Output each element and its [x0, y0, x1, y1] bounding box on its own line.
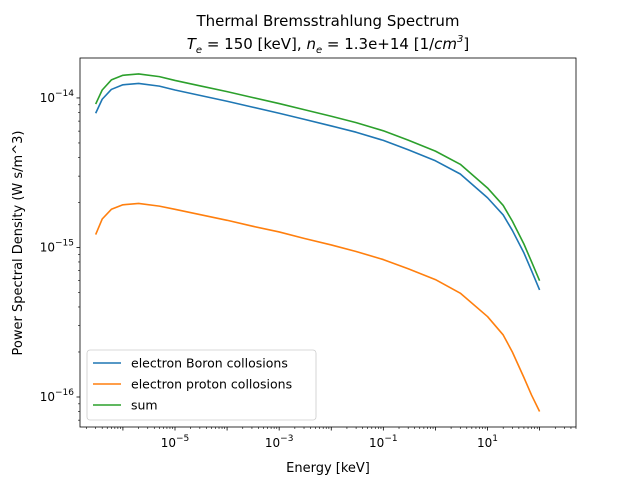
x-tick-label-base: 10: [369, 436, 384, 450]
x-tick-label: 10−3: [265, 434, 294, 450]
legend-label: sum: [131, 398, 158, 413]
legend: electron Boron collosions electron proton…: [86, 349, 317, 421]
series-line-1: [94, 202, 541, 412]
y-tick-label-base: 10: [40, 390, 55, 404]
y-tick-label-base: 10: [40, 240, 55, 254]
ne-value: = 1.3e+14 [1/: [322, 35, 435, 53]
legend-entry: electron proton collosions: [93, 377, 292, 392]
series-layer: [94, 73, 541, 412]
y-tick-label-base: 10: [40, 91, 55, 105]
x-tick-label-exponent: −3: [280, 434, 293, 444]
legend-label: electron Boron collosions: [131, 356, 288, 371]
ne-subscript: e: [316, 45, 322, 56]
x-tick-label: 101: [477, 434, 498, 450]
y-tick-label-exponent: −16: [55, 388, 74, 398]
chart-title: Thermal Bremsstrahlung Spectrum: [195, 12, 459, 30]
te-value: = 150 [keV],: [202, 35, 306, 53]
chart-subtitle: Te = 150 [keV], ne = 1.3e+14 [1/cm3]: [187, 34, 470, 56]
te-symbol: T: [187, 35, 198, 53]
x-tick-label: 10−1: [369, 434, 398, 450]
legend-entry: electron Boron collosions: [93, 356, 288, 371]
unit-exponent: 3: [457, 34, 463, 45]
x-axis-label: Energy [keV]: [286, 461, 370, 476]
unit-close: ]: [463, 35, 469, 53]
legend-frame: [86, 349, 317, 421]
legend-label: electron proton collosions: [131, 377, 292, 392]
y-tick-label: 10−16: [40, 388, 75, 404]
legend-entry: sum: [93, 398, 158, 413]
x-tick-label-exponent: −1: [384, 434, 397, 444]
y-tick-label: 10−14: [40, 89, 75, 105]
series-line-0: [94, 82, 541, 291]
x-tick-label-base: 10: [161, 436, 176, 450]
ne-symbol: n: [306, 35, 316, 53]
y-tick-label-exponent: −14: [55, 89, 74, 99]
legend-items: electron Boron collosions electron proton…: [93, 356, 292, 413]
x-tick-label-exponent: 1: [492, 434, 498, 444]
y-axis-label: Power Spectral Density (W s/m^3): [11, 131, 26, 356]
plot-area-frame: [79, 57, 577, 428]
x-tick-label-base: 10: [265, 436, 280, 450]
y-tick-label: 10−15: [40, 238, 74, 254]
unit-base: cm: [434, 35, 457, 53]
x-tick-label: 10−5: [161, 434, 190, 450]
x-tick-label-exponent: −5: [176, 434, 189, 444]
x-tick-label-base: 10: [477, 436, 492, 450]
te-subscript: e: [196, 45, 202, 56]
series-line-2: [94, 73, 541, 281]
y-tick-label-exponent: −15: [55, 238, 74, 248]
